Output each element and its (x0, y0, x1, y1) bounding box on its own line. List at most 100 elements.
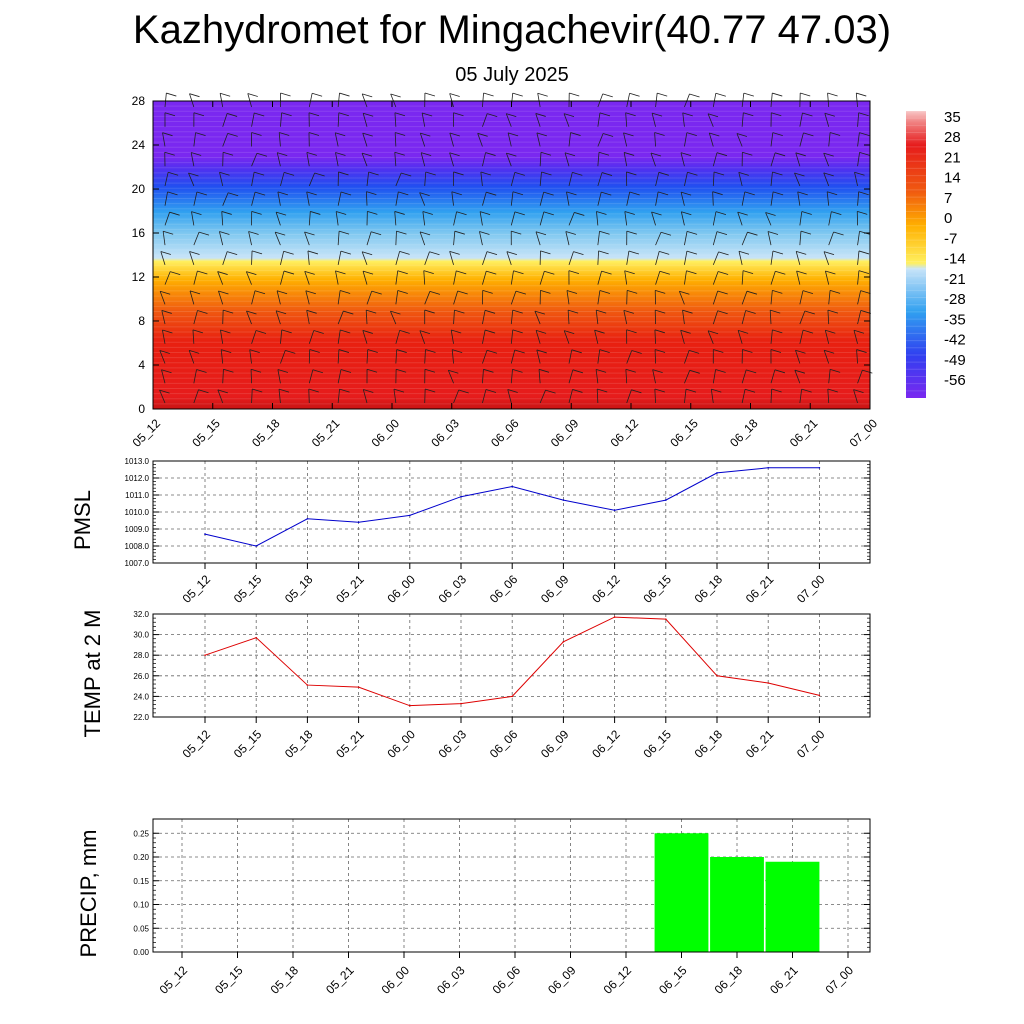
wind-barb (189, 251, 195, 265)
wind-barb-flag (718, 251, 729, 256)
wind-barb-flag (833, 231, 844, 236)
wind-barb (510, 211, 516, 226)
wind-barb (737, 330, 743, 344)
wind-barb-flag (801, 388, 812, 393)
wind-barb (623, 152, 628, 167)
wind-barb (251, 330, 257, 344)
wind-barb (362, 330, 368, 344)
wind-barb-flag (221, 211, 232, 215)
data-point (357, 686, 360, 688)
wind-barb-flag (486, 349, 498, 354)
wind-barb (597, 93, 604, 108)
wind-barb-flag (222, 151, 234, 156)
wind-barb (568, 389, 573, 404)
wind-barb (857, 369, 863, 384)
wind-barb (799, 211, 803, 226)
wind-barb (828, 132, 831, 147)
y-tick-label: 1009.0 (125, 525, 150, 534)
wind-barb (857, 250, 860, 265)
wind-barb-flag (681, 211, 692, 216)
wind-barb (770, 171, 773, 186)
wind-barb-flag (538, 368, 550, 373)
wind-barb (539, 389, 546, 404)
wind-barb-flag (623, 132, 634, 137)
wind-barb (738, 172, 743, 187)
wind-barb-flag (306, 152, 317, 156)
x-tick-label: 07_00 (794, 572, 828, 606)
wind-barb-flag (860, 310, 871, 314)
wind-barb-flag (340, 191, 352, 196)
wind-barb-flag (253, 171, 265, 176)
wind-barb-flag (401, 172, 412, 177)
wind-barb (710, 389, 714, 404)
wind-barb (162, 329, 166, 344)
wind-barb-flag (860, 290, 871, 295)
wind-barb-flag (506, 152, 517, 157)
wind-barb (824, 330, 830, 344)
wind-barb-flag (485, 152, 496, 156)
wind-barb (680, 330, 685, 344)
wind-barb (682, 112, 685, 127)
wind-barb (424, 171, 427, 186)
wind-barb-flag (398, 191, 409, 196)
wind-barb (770, 290, 773, 305)
wind-barb (712, 191, 714, 206)
wind-barb-flag (514, 172, 525, 176)
x-tick-label: 05_18 (249, 416, 283, 450)
wind-barb-flag (485, 389, 497, 393)
wind-barb-flag (250, 368, 262, 373)
wind-barb-flag (746, 369, 757, 374)
wind-barb-flag (396, 230, 407, 235)
x-tick-label: 05_21 (333, 572, 367, 606)
wind-barb-flag (451, 329, 462, 334)
wind-barb-flag (596, 211, 607, 215)
wind-barb (741, 291, 748, 305)
wind-barb (597, 172, 603, 187)
wind-barb (480, 171, 483, 186)
wind-barb (419, 133, 426, 147)
wind-barb-flag (713, 171, 725, 176)
wind-barb-flag (312, 369, 323, 374)
wind-barb-flag (543, 191, 554, 196)
wind-barb (741, 270, 744, 285)
wind-barb-flag (629, 92, 640, 97)
wind-barb (337, 369, 342, 384)
wind-barb (221, 211, 224, 226)
wind-barb-flag (367, 349, 378, 353)
wind-barb-flag (689, 93, 700, 98)
wind-barb (249, 349, 252, 364)
wind-barb (568, 349, 573, 364)
x-tick-label: 06_18 (692, 727, 726, 761)
wind-barb (365, 310, 368, 325)
wind-barb (395, 231, 397, 246)
wind-barb (164, 93, 167, 108)
wind-barb-flag (767, 231, 779, 235)
wind-barb (596, 388, 599, 404)
wind-barb-flag (858, 250, 870, 255)
x-tick-label: 06_21 (743, 572, 777, 606)
wind-barb-flag (709, 132, 720, 137)
wind-barb-flag (371, 290, 382, 295)
wind-barb (251, 153, 258, 167)
wind-barb-flag (854, 171, 865, 176)
wind-barb-flag (423, 270, 434, 275)
wind-barb-flag (308, 132, 320, 136)
colorbar-label: -42 (944, 332, 966, 349)
data-point (511, 485, 513, 488)
y-tick-label: 1012.0 (125, 474, 150, 483)
wind-barb-flag (275, 211, 287, 216)
wind-barb (280, 251, 285, 265)
wind-barb (857, 270, 860, 285)
x-tick-label: 06_09 (545, 963, 579, 997)
wind-barb-flag (340, 250, 351, 255)
wind-barb (510, 191, 514, 206)
wind-barb (857, 191, 860, 206)
wind-barb (222, 113, 228, 127)
wind-barb (654, 329, 656, 344)
wind-barb-flag (563, 113, 575, 118)
wind-barb (684, 231, 688, 246)
wind-barb (337, 329, 341, 344)
wind-barb-flag (168, 171, 179, 176)
wind-barb (794, 172, 801, 187)
wind-barb (799, 290, 804, 305)
